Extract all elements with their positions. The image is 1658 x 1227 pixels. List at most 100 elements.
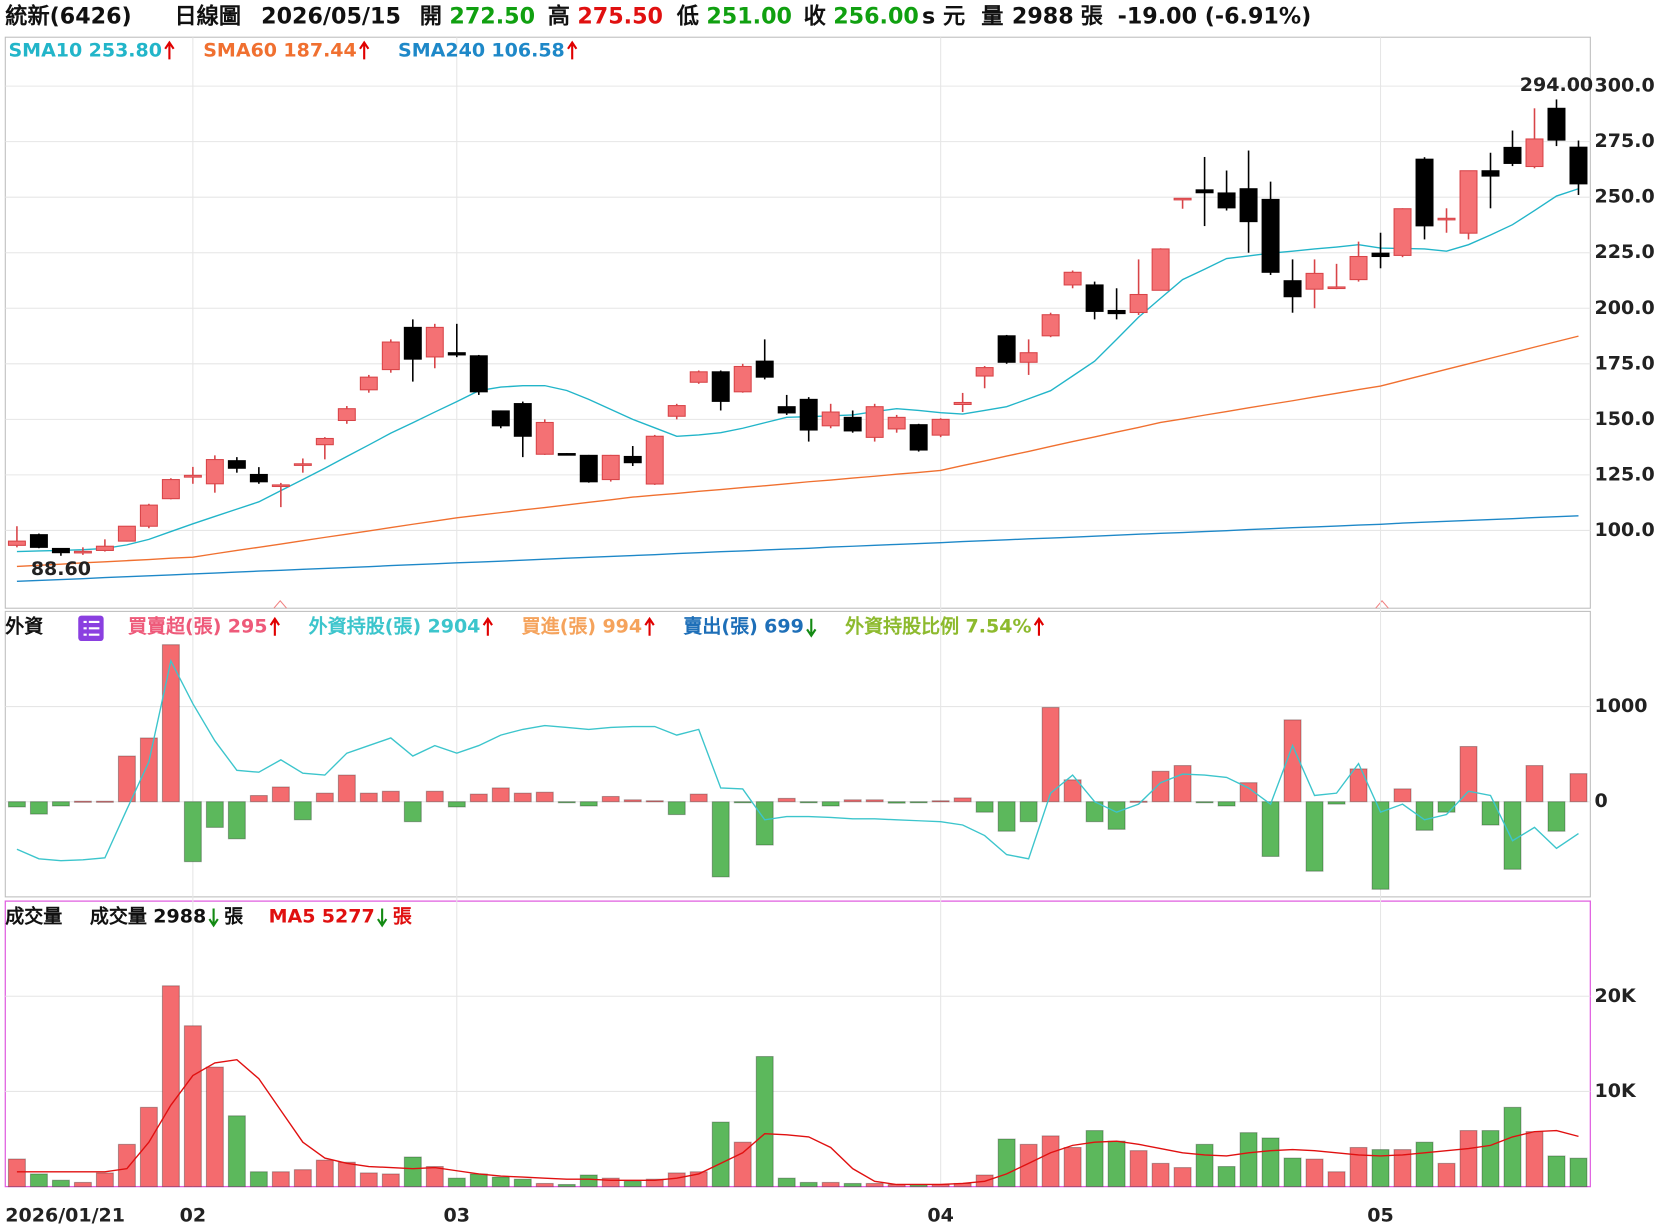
bar xyxy=(645,1178,664,1188)
candle-body xyxy=(1283,280,1302,298)
candle-body xyxy=(447,352,466,356)
foreign-panel-title: 外資 xyxy=(5,615,43,638)
bar xyxy=(1437,1162,1456,1188)
legend-name: 買進(張) xyxy=(522,616,596,638)
bar xyxy=(425,790,444,803)
candle-body xyxy=(623,455,642,464)
bar xyxy=(733,801,752,804)
bar xyxy=(315,1159,334,1188)
candle-body xyxy=(117,525,136,542)
bar xyxy=(95,800,114,803)
legend-unit: 張 xyxy=(224,905,244,927)
bar xyxy=(755,1055,774,1188)
line-series xyxy=(16,515,1579,583)
y-tick-label: 225.0 xyxy=(1595,241,1655,263)
bar xyxy=(887,801,906,804)
bar xyxy=(1305,801,1324,872)
line-series xyxy=(16,1058,1579,1186)
bar xyxy=(359,1172,378,1188)
bar xyxy=(249,795,268,803)
candle-body xyxy=(1437,217,1456,221)
bar xyxy=(1019,1143,1038,1188)
high-value: 275.50 xyxy=(577,4,663,30)
bar xyxy=(997,801,1016,832)
price-panel-frame xyxy=(4,36,1591,609)
bar xyxy=(1349,768,1368,803)
legend-name: 外資持股(張) xyxy=(309,615,421,638)
date: 2026/05/15 xyxy=(261,4,401,30)
bar xyxy=(1195,1143,1214,1188)
bar xyxy=(997,1138,1016,1188)
bar xyxy=(337,1161,356,1188)
bar xyxy=(1283,719,1302,803)
bar xyxy=(293,801,312,821)
bar xyxy=(1129,1150,1148,1188)
bar xyxy=(359,792,378,803)
bar xyxy=(689,1171,708,1188)
candle-body xyxy=(359,376,378,391)
bar xyxy=(711,1121,730,1188)
event-markers xyxy=(273,599,1389,609)
candle-body xyxy=(1195,189,1214,194)
bar xyxy=(1173,765,1192,803)
bar xyxy=(381,1173,400,1188)
bar xyxy=(953,797,972,803)
bar xyxy=(1415,801,1434,831)
bar xyxy=(579,1174,598,1188)
bar xyxy=(1239,1132,1258,1188)
bar xyxy=(1393,1149,1412,1188)
bar xyxy=(777,1177,796,1188)
bar xyxy=(1371,801,1390,890)
bar xyxy=(1327,1171,1346,1188)
legend-name: 賣出(張) xyxy=(683,615,757,638)
candle-body xyxy=(799,398,818,431)
y-tick-label: 300.0 xyxy=(1595,75,1655,97)
candle-body xyxy=(997,335,1016,363)
volume-panel-title: 成交量 xyxy=(5,904,62,927)
bar xyxy=(1217,1166,1236,1188)
candle-body xyxy=(1415,158,1434,227)
legend-arrow xyxy=(644,616,655,636)
y-tick-label: 275.0 xyxy=(1595,130,1655,152)
bar xyxy=(1019,801,1038,823)
volume-panel-frame xyxy=(4,900,1591,1188)
low-annotation: 88.60 xyxy=(31,558,91,580)
candle-body xyxy=(1569,146,1588,185)
bar xyxy=(315,792,334,803)
y-tick-label: 250.0 xyxy=(1595,186,1655,208)
y-tick-label: 125.0 xyxy=(1595,463,1655,485)
legend-arrow xyxy=(269,616,280,636)
bar xyxy=(1481,801,1500,826)
y-tick-label: 20K xyxy=(1595,985,1637,1007)
menu-icon[interactable] xyxy=(78,615,104,641)
price-unit: s 元 xyxy=(922,4,965,30)
candle-body xyxy=(271,484,290,488)
bar xyxy=(1041,1135,1060,1188)
candle-body xyxy=(909,424,928,451)
bar xyxy=(29,801,48,815)
candle-body xyxy=(1371,252,1390,258)
candle-body xyxy=(535,421,554,455)
bar xyxy=(271,1171,290,1188)
bar xyxy=(1085,1130,1104,1188)
candle-body xyxy=(1041,314,1060,337)
bar xyxy=(1547,801,1566,832)
bar xyxy=(73,1181,92,1188)
bar xyxy=(931,800,950,803)
bar xyxy=(799,1181,818,1188)
bar xyxy=(491,787,510,803)
legend-value: 106.58 xyxy=(491,39,564,61)
bar xyxy=(95,1172,114,1188)
change: -19.00 (-6.91%) xyxy=(1118,4,1312,30)
legend-arrow xyxy=(567,40,578,60)
candle-body xyxy=(931,418,950,436)
bar xyxy=(1503,1106,1522,1188)
candle-body xyxy=(843,416,862,432)
legend-arrow xyxy=(1033,616,1045,636)
bar xyxy=(403,801,422,823)
legend-value: 187.44 xyxy=(283,39,356,61)
bar xyxy=(535,1182,554,1188)
legend-value: 994 xyxy=(602,616,642,638)
x-tick-label: 03 xyxy=(444,1205,470,1227)
